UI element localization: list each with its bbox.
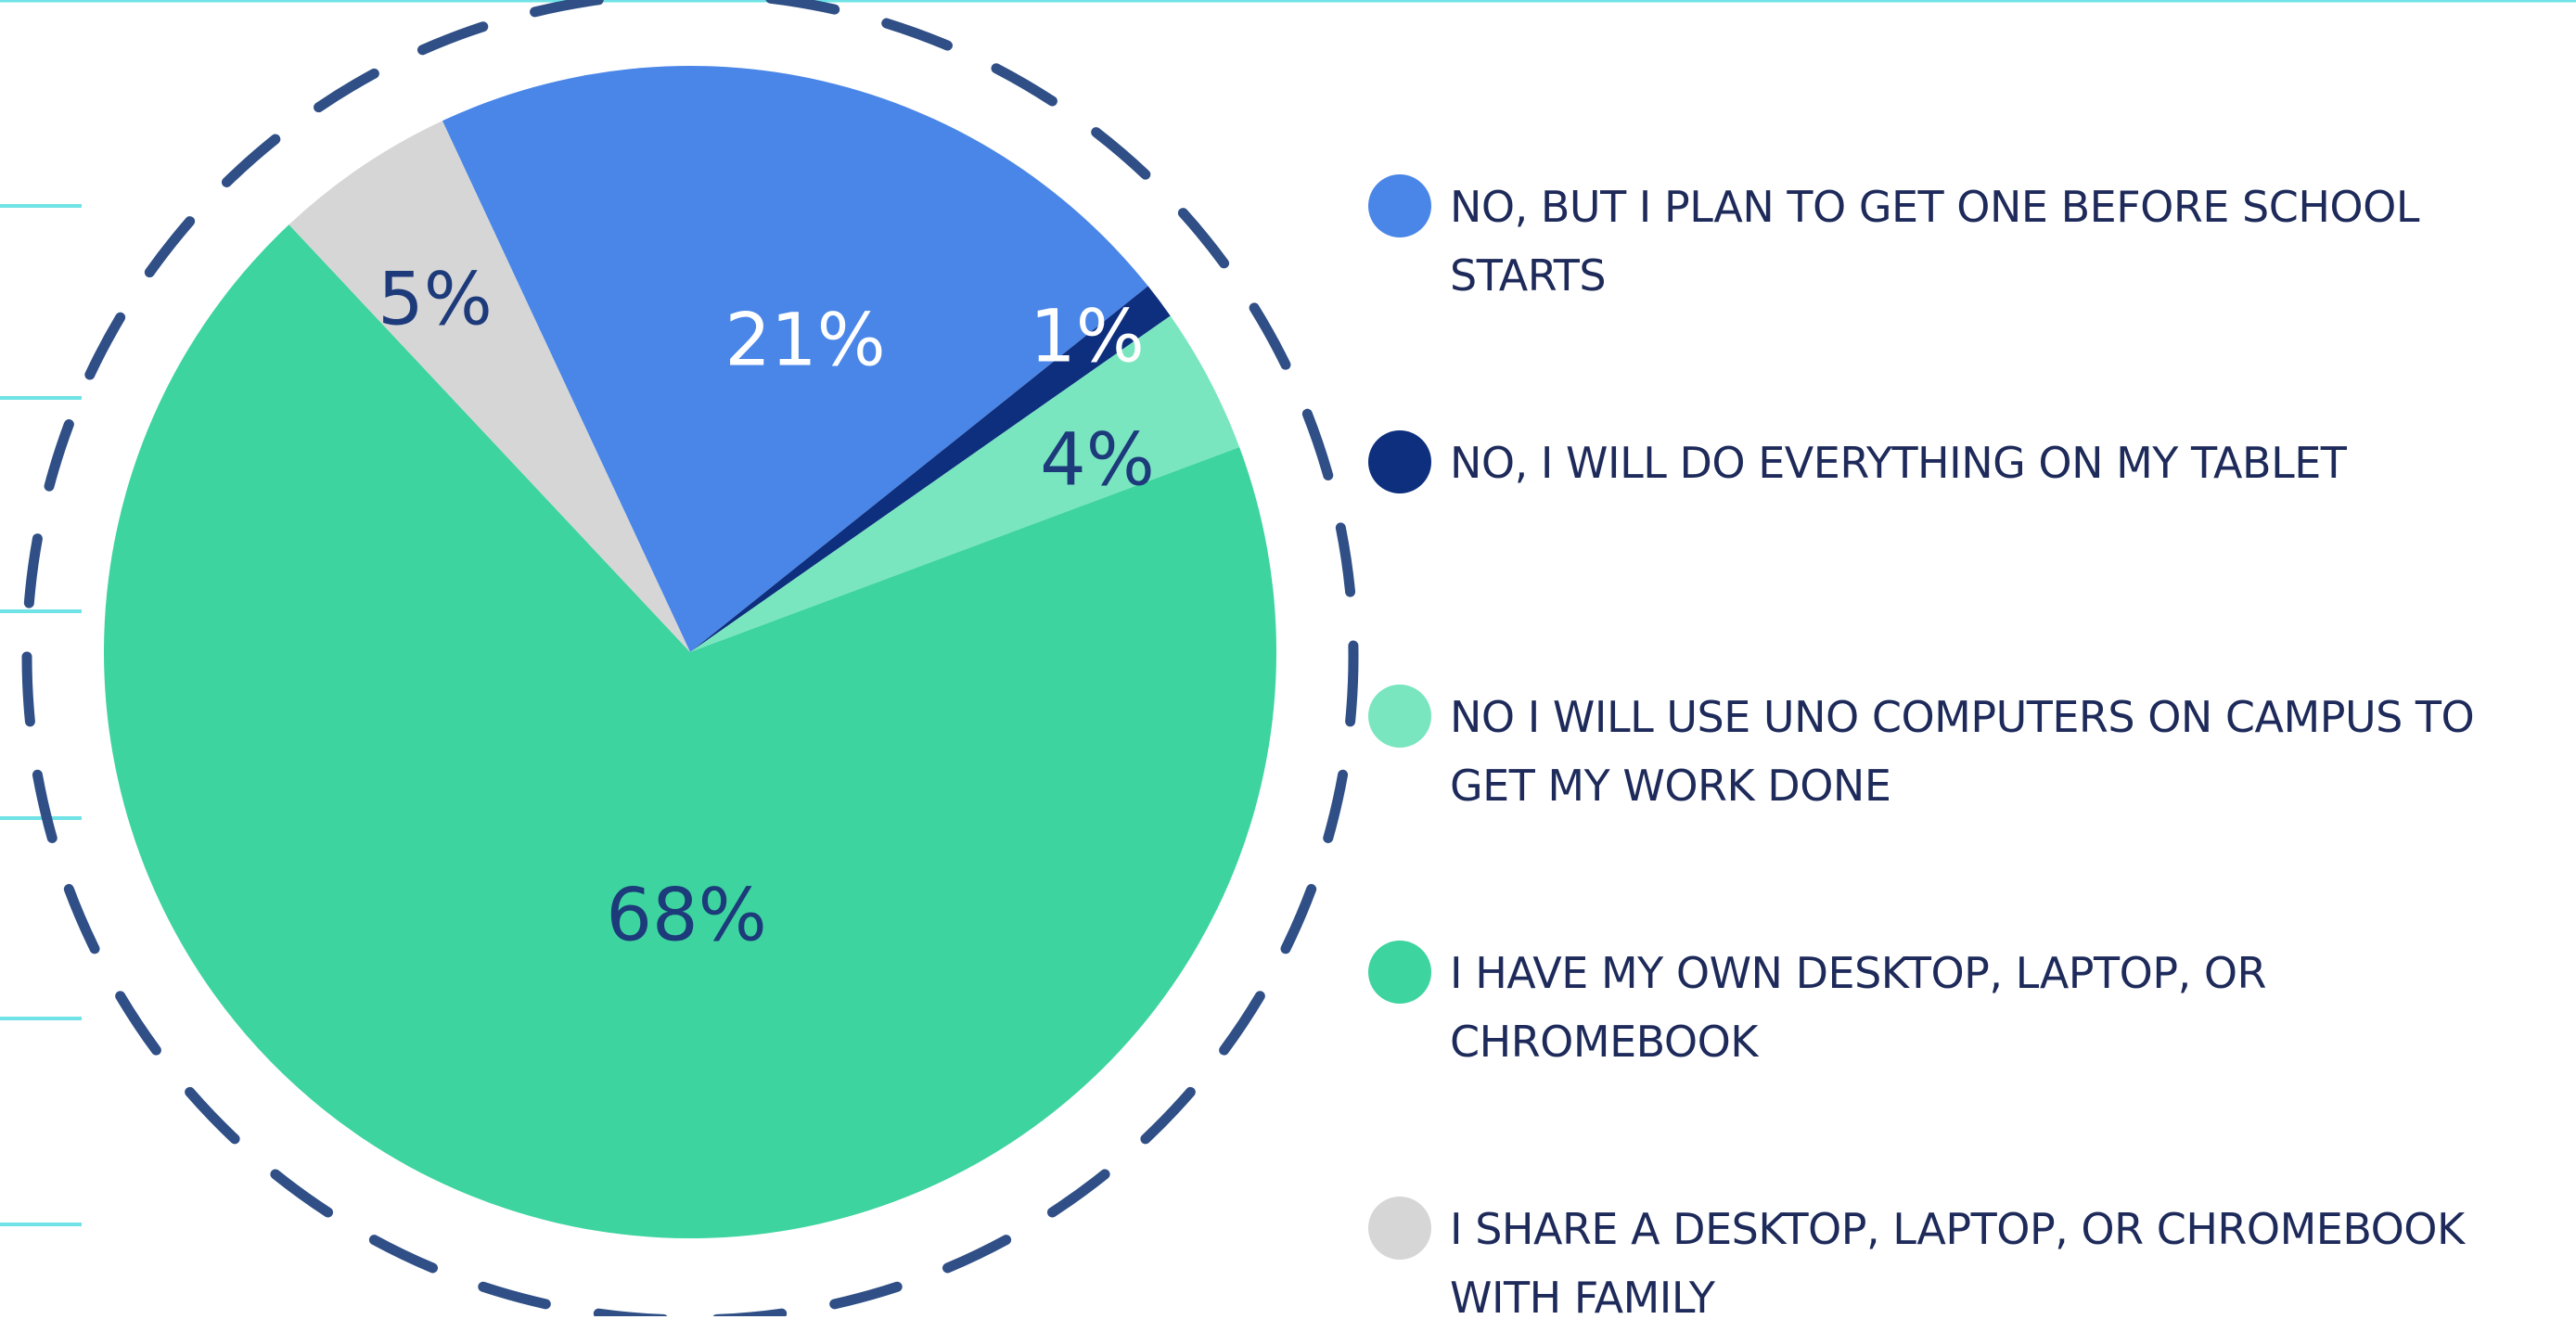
legend-item: I SHARE A DESKTOP, LAPTOP, OR CHROMEBOOK…: [1368, 1195, 2535, 1332]
pie-slice: [690, 286, 1171, 652]
legend-label: NO, I WILL DO EVERYTHING ON MY TABLET: [1450, 438, 2347, 488]
legend-item: I HAVE MY OWN DESKTOP, LAPTOP, OR CHROME…: [1368, 939, 2535, 1076]
legend-swatch: [1368, 685, 1431, 748]
dashed-ring: [21, 0, 1359, 1316]
legend-label: I HAVE MY OWN DESKTOP, LAPTOP, OR CHROME…: [1450, 948, 2267, 1067]
legend-label: NO I WILL USE UNO COMPUTERS ON CAMPUS TO…: [1450, 692, 2475, 811]
slice-label: 5%: [378, 258, 493, 341]
slice-label: 4%: [1040, 418, 1155, 502]
legend-label: I SHARE A DESKTOP, LAPTOP, OR CHROMEBOOK…: [1450, 1204, 2465, 1323]
pie-slice: [104, 224, 1277, 1239]
legend-label: NO, BUT I PLAN TO GET ONE BEFORE SCHOOL …: [1450, 182, 2419, 301]
legend-swatch: [1368, 1197, 1431, 1260]
legend-item: NO, BUT I PLAN TO GET ONE BEFORE SCHOOL …: [1368, 173, 2535, 310]
legend-swatch: [1368, 174, 1431, 237]
legend-swatch: [1368, 941, 1431, 1004]
slice-label: 1%: [1030, 295, 1145, 378]
legend-item: NO, I WILL DO EVERYTHING ON MY TABLET: [1368, 429, 2535, 497]
side-rules: [0, 204, 82, 1226]
legend-swatch: [1368, 430, 1431, 493]
pie-slice: [442, 65, 1148, 652]
slice-label: 68%: [606, 874, 766, 957]
legend-item: NO I WILL USE UNO COMPUTERS ON CAMPUS TO…: [1368, 683, 2535, 820]
pie-slice: [690, 315, 1240, 652]
pie-slice: [288, 121, 690, 652]
slice-label: 21%: [724, 299, 885, 382]
